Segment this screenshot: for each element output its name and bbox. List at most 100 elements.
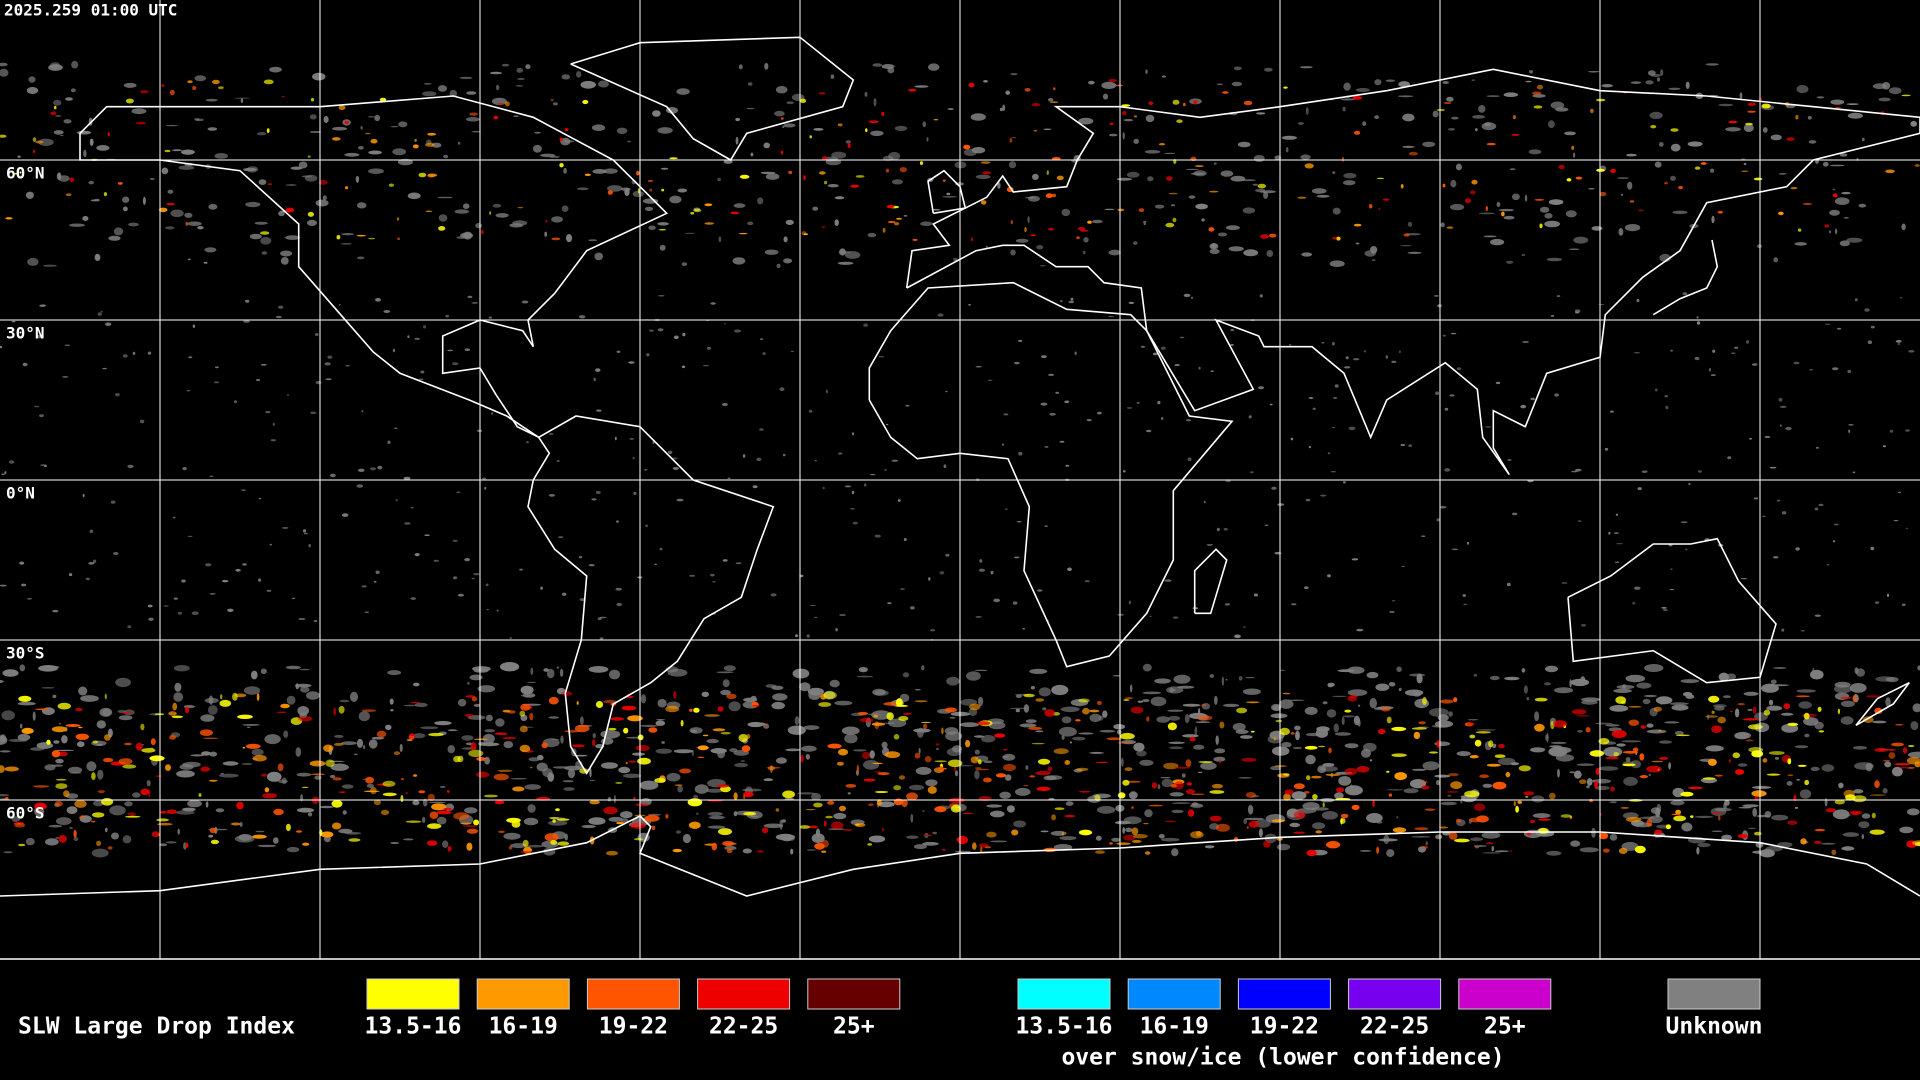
cloud-speck <box>1822 161 1829 167</box>
cloud-speck <box>69 826 73 830</box>
cloud-speck <box>712 581 716 583</box>
cloud-speck <box>218 86 224 90</box>
cloud-speck <box>867 713 881 716</box>
cloud-speck <box>11 320 16 323</box>
cloud-speck <box>1434 774 1451 778</box>
cloud-speck <box>632 752 645 756</box>
cloud-speck <box>710 573 715 577</box>
cloud-speck <box>1225 225 1240 231</box>
cloud-speck <box>1325 773 1341 777</box>
cloud-speck <box>291 597 295 600</box>
cloud-speck <box>486 608 490 611</box>
cloud-speck <box>886 205 895 209</box>
cloud-speck <box>1795 547 1800 551</box>
cloud-speck <box>1133 241 1138 245</box>
cloud-speck <box>1163 152 1176 154</box>
cloud-speck <box>1632 747 1639 752</box>
cloud-speck <box>1305 107 1309 116</box>
cloud-speck <box>1858 203 1867 208</box>
cloud-speck <box>1520 404 1527 409</box>
cloud-speck <box>122 354 128 358</box>
cloud-speck <box>2 669 19 677</box>
cloud-speck <box>544 833 559 842</box>
cloud-speck <box>726 848 733 854</box>
cloud-speck <box>520 685 534 695</box>
cloud-speck <box>473 572 480 576</box>
cloud-speck <box>1814 614 1821 617</box>
cloud-speck <box>616 602 622 607</box>
cloud-speck <box>1732 752 1741 759</box>
cloud-speck <box>1197 771 1203 774</box>
cloud-speck <box>236 801 244 810</box>
cloud-speck <box>1889 429 1894 433</box>
cloud-speck <box>74 799 87 808</box>
cloud-speck <box>627 140 631 143</box>
cloud-speck <box>1279 699 1294 709</box>
cloud-speck <box>544 231 547 237</box>
cloud-speck <box>1833 193 1838 198</box>
cloud-speck <box>1752 807 1758 817</box>
cloud-speck <box>473 703 481 707</box>
cloud-speck <box>1571 470 1578 473</box>
cloud-speck <box>375 570 380 575</box>
cloud-speck <box>1248 820 1260 828</box>
cloud-speck <box>504 101 510 107</box>
cloud-speck <box>626 736 642 739</box>
cloud-speck <box>18 695 32 702</box>
cloud-speck <box>185 706 190 714</box>
cloud-speck <box>621 705 637 711</box>
cloud-speck <box>980 200 987 205</box>
cloud-speck <box>865 128 868 133</box>
cloud-speck <box>207 127 218 131</box>
cloud-speck <box>251 748 264 756</box>
cloud-speck <box>565 234 573 243</box>
cloud-speck <box>1646 765 1662 773</box>
cloud-speck <box>942 179 946 182</box>
cloud-speck <box>1696 321 1701 325</box>
cloud-speck <box>493 773 509 781</box>
cloud-speck <box>624 188 630 196</box>
cloud-speck <box>270 439 277 442</box>
cloud-speck <box>1396 666 1402 673</box>
cloud-speck <box>1400 184 1404 189</box>
cloud-speck <box>1042 707 1047 711</box>
cloud-speck <box>697 756 705 758</box>
cloud-speck <box>1837 327 1842 330</box>
cloud-speck <box>850 508 855 510</box>
cloud-speck <box>1591 226 1603 231</box>
cloud-speck <box>1172 616 1179 619</box>
cloud-speck <box>1143 823 1149 825</box>
cloud-speck <box>77 130 91 135</box>
cloud-speck <box>1388 793 1393 797</box>
cloud-speck <box>669 157 678 160</box>
cloud-speck <box>1116 842 1131 845</box>
cloud-speck <box>1046 170 1049 176</box>
cloud-speck <box>1248 415 1252 419</box>
cloud-speck <box>1841 191 1851 195</box>
cloud-speck <box>711 842 718 851</box>
cloud-speck <box>628 760 636 763</box>
cloud-speck <box>420 726 439 730</box>
cloud-speck <box>25 837 35 846</box>
cloud-speck <box>122 835 132 844</box>
cloud-speck <box>1322 701 1328 705</box>
cloud-speck <box>1885 676 1899 683</box>
cloud-speck <box>1544 213 1553 219</box>
cloud-speck <box>1097 700 1102 706</box>
cloud-speck <box>1347 666 1365 674</box>
cloud-speck <box>296 830 302 833</box>
cloud-speck <box>1694 815 1714 819</box>
cloud-speck <box>1553 720 1567 728</box>
cloud-speck <box>1756 244 1762 248</box>
cloud-speck <box>821 850 827 853</box>
cloud-speck <box>8 460 15 464</box>
cloud-speck <box>1059 836 1077 841</box>
cloud-speck <box>526 441 529 444</box>
cloud-speck <box>1193 100 1198 105</box>
cloud-speck <box>1809 369 1814 371</box>
cloud-speck <box>783 123 796 128</box>
cloud-speck <box>50 62 61 69</box>
cloud-speck <box>821 156 828 161</box>
cloud-speck <box>1122 827 1126 834</box>
cloud-speck <box>1327 574 1331 578</box>
